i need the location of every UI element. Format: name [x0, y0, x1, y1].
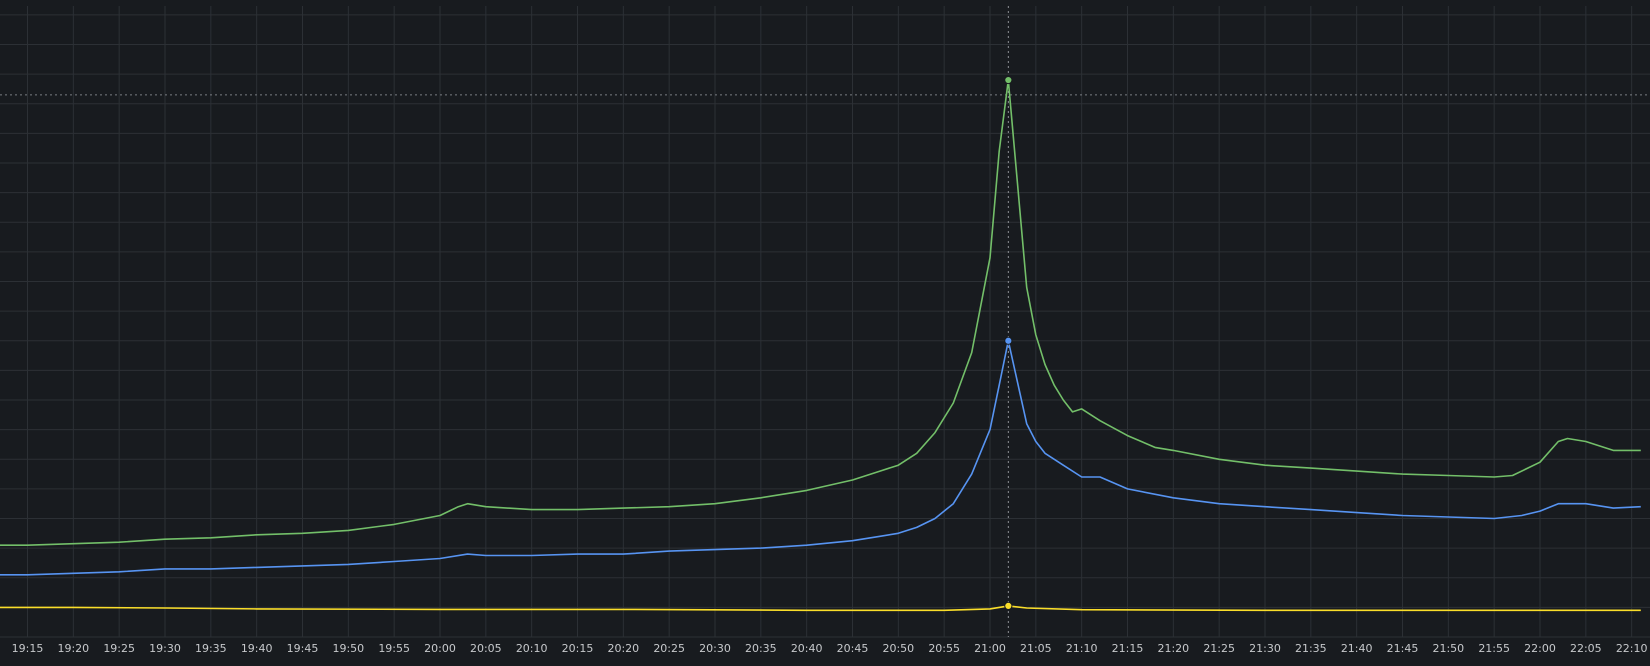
x-tick-label: 22:00	[1524, 642, 1556, 655]
hover-point-2	[1004, 336, 1013, 345]
x-tick-label: 20:10	[516, 642, 548, 655]
series-line-1	[0, 79, 1641, 546]
x-tick-label: 20:40	[791, 642, 823, 655]
x-tick-label: 19:20	[57, 642, 89, 655]
x-tick-label: 21:50	[1432, 642, 1464, 655]
x-tick-label: 21:25	[1203, 642, 1235, 655]
grid	[0, 6, 1650, 638]
x-tick-label: 20:55	[928, 642, 960, 655]
x-tick-label: 19:45	[287, 642, 319, 655]
x-tick-label: 21:20	[1157, 642, 1189, 655]
x-tick-label: 20:25	[653, 642, 685, 655]
hover-point-1	[1004, 75, 1013, 85]
x-tick-label: 22:10	[1616, 642, 1648, 655]
x-tick-label: 20:20	[607, 642, 639, 655]
x-axis: 19:15 19:20 19:25 19:30 19:35 19:40 19:45 19:50…	[12, 642, 1648, 655]
x-tick-label: 21:40	[1341, 642, 1373, 655]
x-tick-label: 22:05	[1570, 642, 1602, 655]
x-tick-label: 21:05	[1020, 642, 1052, 655]
x-tick-label: 20:45	[837, 642, 869, 655]
x-tick-label: 21:15	[1112, 642, 1144, 655]
x-tick-label: 21:55	[1478, 642, 1510, 655]
x-tick-label: 21:30	[1249, 642, 1281, 655]
x-tick-label: 21:45	[1387, 642, 1419, 655]
x-tick-label: 20:30	[699, 642, 731, 655]
x-tick-label: 19:25	[103, 642, 135, 655]
hover-markers	[1004, 75, 1013, 610]
x-tick-label: 19:40	[241, 642, 273, 655]
x-tick-label: 20:00	[424, 642, 456, 655]
x-tick-label: 19:50	[332, 642, 364, 655]
x-tick-label: 21:10	[1066, 642, 1098, 655]
x-tick-label: 19:15	[12, 642, 44, 655]
x-tick-label: 19:30	[149, 642, 181, 655]
overlays	[0, 6, 1650, 637]
x-tick-label: 20:15	[562, 642, 594, 655]
x-tick-label: 20:05	[470, 642, 502, 655]
x-tick-label: 19:35	[195, 642, 227, 655]
hover-point-3	[1004, 601, 1013, 610]
x-tick-label: 21:35	[1295, 642, 1327, 655]
series-line-2	[0, 340, 1641, 576]
series-lines	[0, 79, 1641, 612]
x-tick-label: 19:55	[378, 642, 410, 655]
x-tick-label: 20:50	[882, 642, 914, 655]
series-line-3	[0, 605, 1641, 612]
x-tick-label: 21:00	[974, 642, 1006, 655]
x-tick-label: 20:35	[745, 642, 777, 655]
